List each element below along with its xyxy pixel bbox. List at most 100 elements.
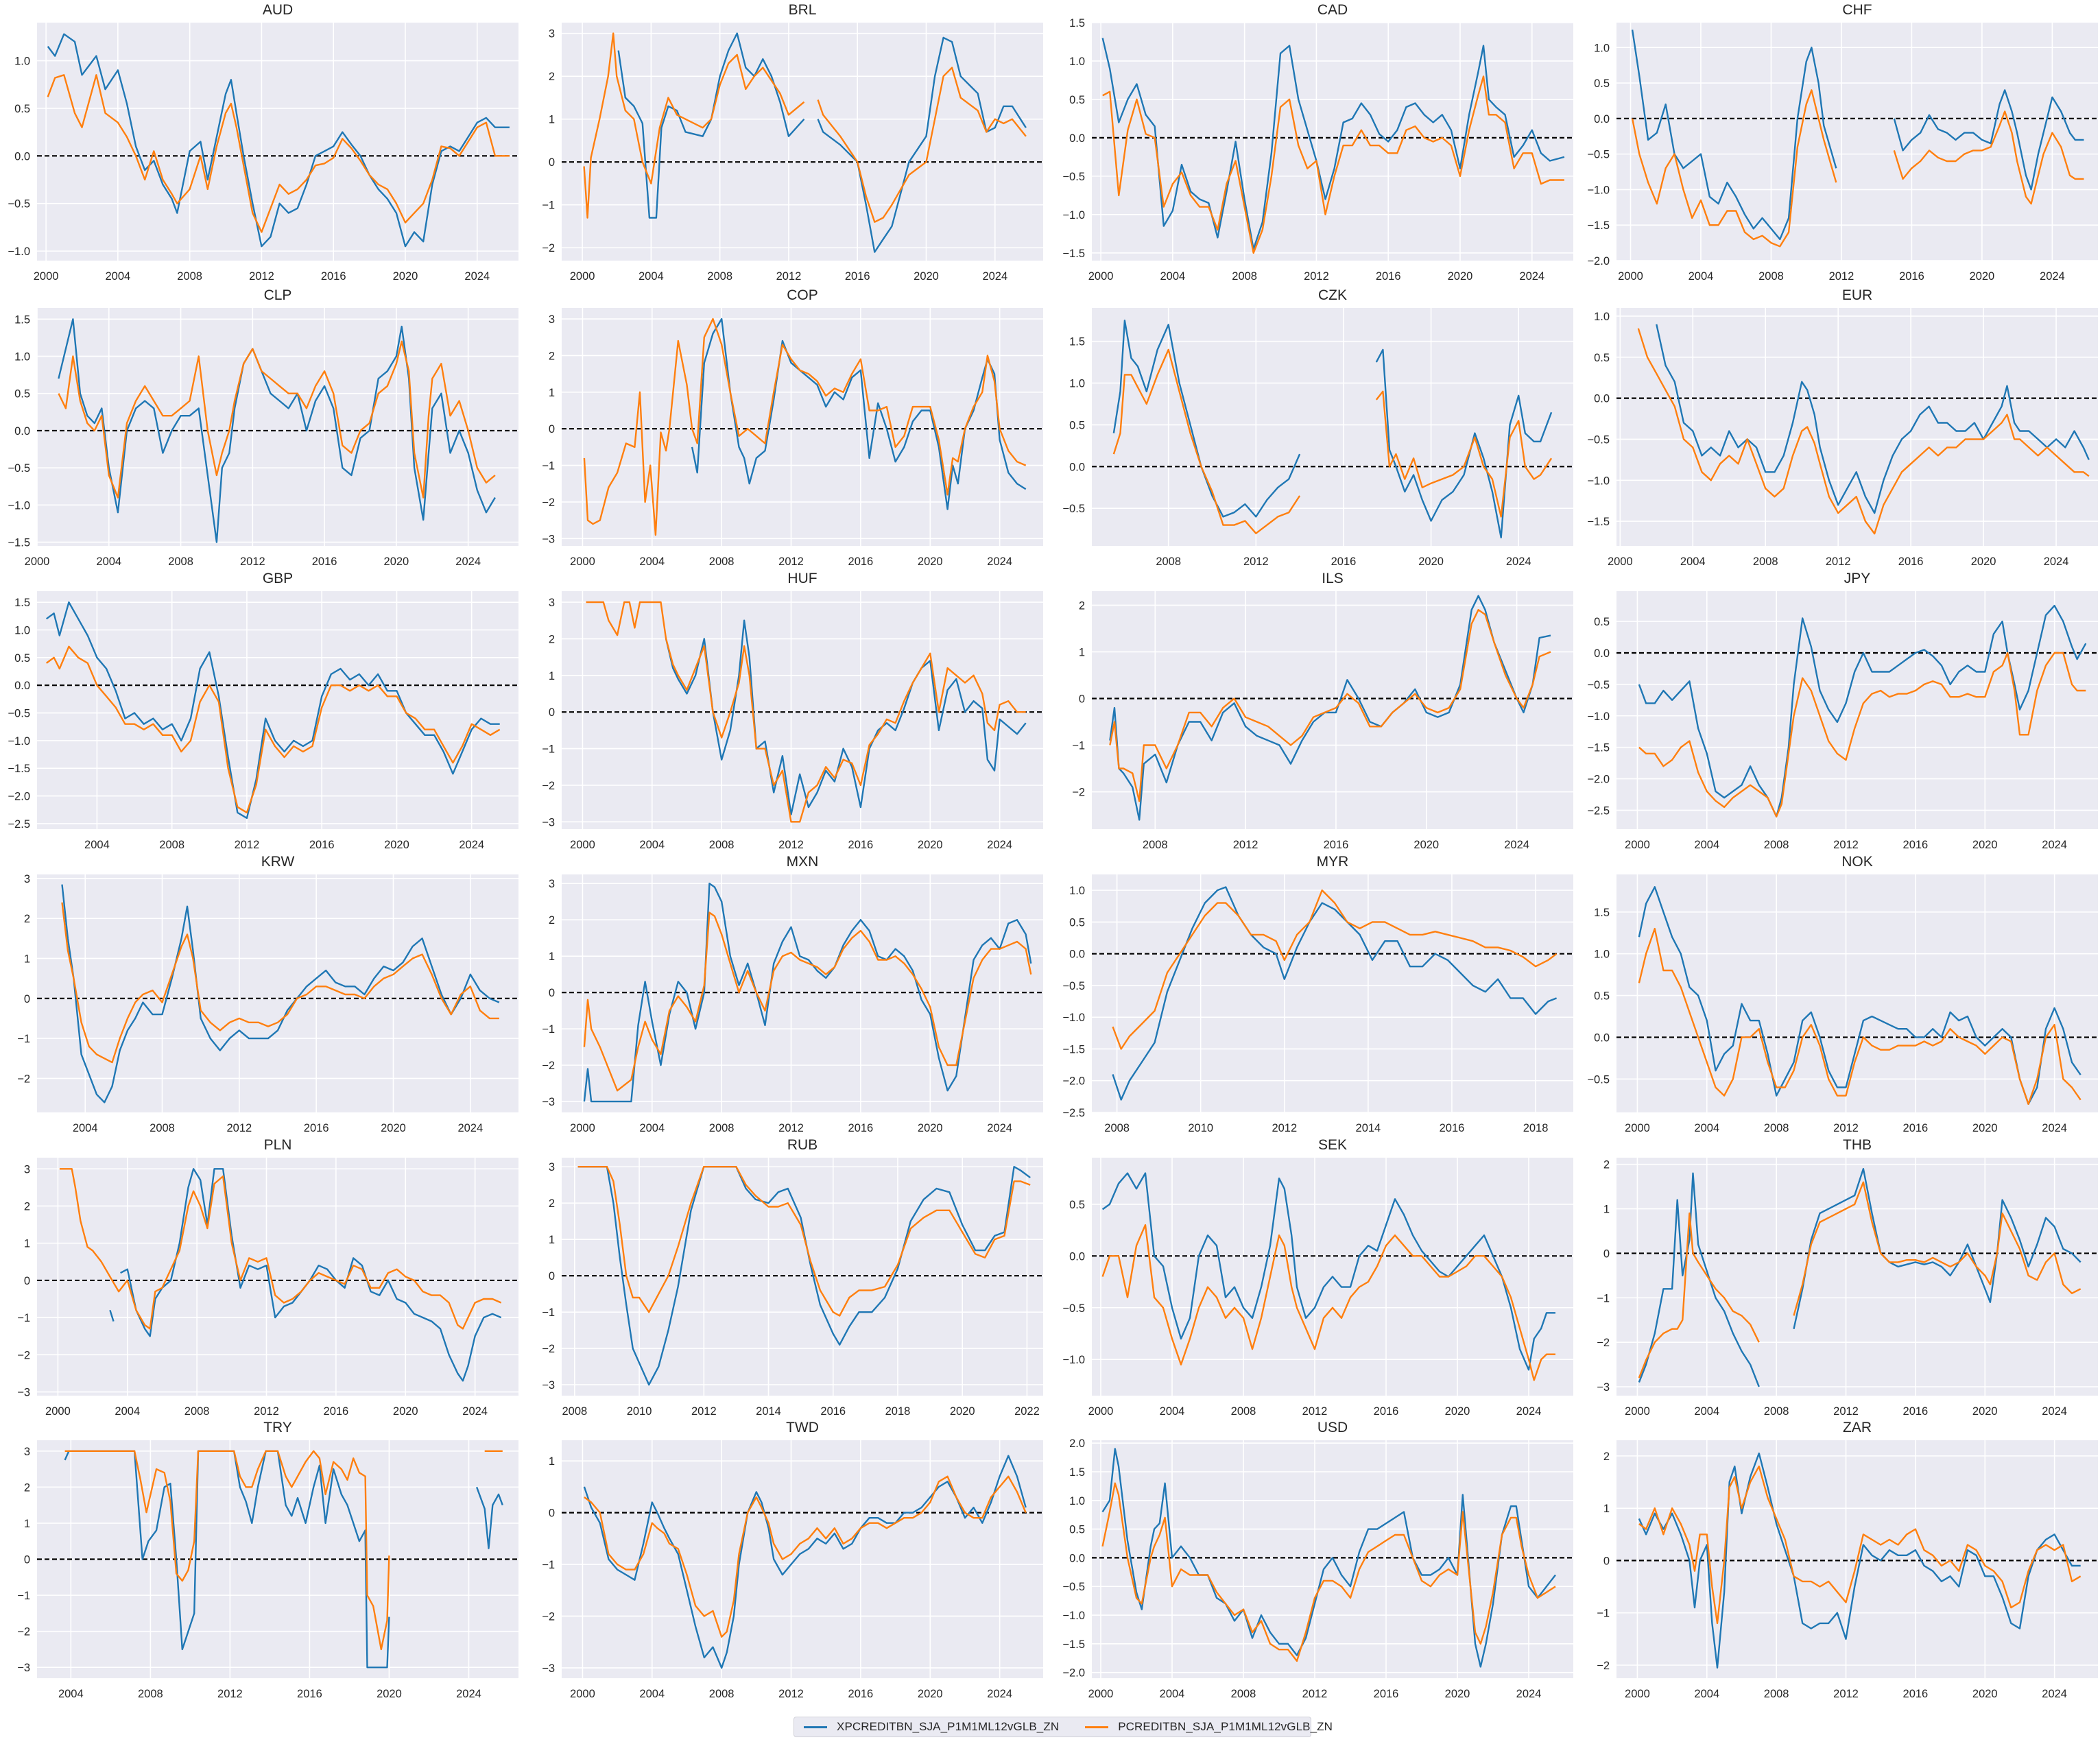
svg-text:2020: 2020 bbox=[1972, 1688, 1998, 1700]
line-chart: 2008 2012 2016 2020 2024 −2 −1 0 1 2 ILS bbox=[1072, 571, 1573, 851]
svg-text:ILS: ILS bbox=[1322, 571, 1344, 586]
svg-text:2014: 2014 bbox=[1356, 1122, 1381, 1134]
svg-text:0.5: 0.5 bbox=[1069, 1199, 1085, 1211]
svg-text:2: 2 bbox=[1603, 1451, 1610, 1463]
svg-text:2012: 2012 bbox=[1833, 1405, 1859, 1418]
svg-text:1.0: 1.0 bbox=[14, 624, 30, 636]
svg-text:2.0: 2.0 bbox=[1069, 1437, 1085, 1450]
series-line-pcredit bbox=[1101, 1482, 1556, 1662]
svg-text:2008: 2008 bbox=[1764, 1405, 1789, 1418]
svg-text:RUB: RUB bbox=[787, 1137, 818, 1153]
svg-text:−2: −2 bbox=[542, 1610, 555, 1623]
svg-text:−2: −2 bbox=[542, 1343, 555, 1355]
svg-text:2004: 2004 bbox=[73, 1122, 98, 1134]
svg-text:1: 1 bbox=[549, 387, 555, 399]
panel-nok: 2000 2004 2008 2012 2016 2020 2024 −0.5 0.0 0.5 1.… bbox=[1575, 850, 2100, 1143]
svg-text:−1: −1 bbox=[542, 743, 555, 756]
svg-text:2020: 2020 bbox=[1448, 270, 1473, 283]
svg-text:2000: 2000 bbox=[1625, 1122, 1650, 1134]
svg-text:2004: 2004 bbox=[1160, 1688, 1185, 1700]
svg-text:0: 0 bbox=[549, 706, 555, 719]
svg-text:2020: 2020 bbox=[914, 270, 939, 283]
legend-item-pcredit: PCREDITBN_SJA_P1M1ML12vGLB_ZN bbox=[1085, 1720, 1333, 1734]
svg-text:3: 3 bbox=[549, 597, 555, 609]
svg-text:AUD: AUD bbox=[263, 2, 293, 18]
svg-text:2016: 2016 bbox=[1903, 1405, 1929, 1418]
panel-jpy: 2000 2004 2008 2012 2016 2020 2024 −2.5 −2.0 −1.5… bbox=[1575, 566, 2100, 859]
svg-text:−0.5: −0.5 bbox=[8, 462, 30, 475]
svg-text:−1: −1 bbox=[542, 200, 555, 212]
svg-text:−3: −3 bbox=[542, 816, 555, 828]
svg-text:−3: −3 bbox=[17, 1387, 30, 1399]
svg-text:−3: −3 bbox=[542, 1096, 555, 1108]
line-chart: 2000 2004 2008 2012 2016 2020 2024 −0.5 0.0 0.5 1.… bbox=[1587, 854, 2098, 1134]
svg-text:2012: 2012 bbox=[1833, 839, 1859, 851]
svg-text:1.5: 1.5 bbox=[14, 597, 30, 609]
svg-text:−2: −2 bbox=[542, 242, 555, 254]
panel-pln: 2000 2004 2008 2012 2016 2020 2024 −3 −2 −1 0 1 2 3 PL… bbox=[0, 1133, 525, 1426]
svg-text:0: 0 bbox=[1079, 693, 1085, 705]
svg-text:−3: −3 bbox=[1597, 1381, 1610, 1394]
panel-rub: 2008 2010 2012 2014 2016 2018 2020 2022 −3 −2 −1 0 1… bbox=[521, 1133, 1050, 1426]
svg-text:2012: 2012 bbox=[1233, 839, 1258, 851]
svg-text:2016: 2016 bbox=[848, 1688, 874, 1700]
svg-text:2004: 2004 bbox=[639, 1688, 665, 1700]
svg-text:PLN: PLN bbox=[264, 1137, 292, 1153]
svg-text:0.0: 0.0 bbox=[14, 425, 30, 438]
svg-text:2012: 2012 bbox=[776, 270, 802, 283]
series-line-xpcredit bbox=[1638, 1168, 2081, 1387]
svg-text:2016: 2016 bbox=[309, 839, 335, 851]
svg-text:2: 2 bbox=[24, 1481, 30, 1494]
svg-text:1.5: 1.5 bbox=[1594, 907, 1610, 919]
svg-text:−2: −2 bbox=[542, 780, 555, 792]
svg-text:2004: 2004 bbox=[639, 1122, 665, 1134]
series-line-xpcredit bbox=[1112, 320, 1553, 538]
svg-text:2004: 2004 bbox=[1694, 1688, 1719, 1700]
panel-twd: 2000 2004 2008 2012 2016 2020 2024 −3 −2 −1 0 1 TWD bbox=[521, 1416, 1050, 1708]
line-chart: 2000 2004 2008 2012 2016 2020 2024 −1.5 −1.0 −0.5… bbox=[8, 287, 518, 568]
series-line-pcredit bbox=[583, 318, 1027, 536]
svg-text:2024: 2024 bbox=[987, 1122, 1012, 1134]
svg-text:2004: 2004 bbox=[115, 1405, 140, 1418]
series-line-pcredit bbox=[1101, 1224, 1555, 1381]
svg-text:2024: 2024 bbox=[1516, 1405, 1542, 1418]
svg-text:0: 0 bbox=[24, 1554, 30, 1566]
svg-text:0: 0 bbox=[24, 1275, 30, 1287]
svg-text:−1.5: −1.5 bbox=[8, 537, 30, 549]
svg-text:2008: 2008 bbox=[138, 1688, 163, 1700]
svg-text:0.5: 0.5 bbox=[1594, 990, 1610, 1003]
svg-text:−2.5: −2.5 bbox=[8, 818, 30, 831]
panel-thb: 2000 2004 2008 2012 2016 2020 2024 −3 −2 −1 0 1 2 THB bbox=[1575, 1133, 2100, 1426]
svg-text:0: 0 bbox=[1603, 1555, 1610, 1567]
svg-text:2024: 2024 bbox=[987, 839, 1012, 851]
svg-text:2016: 2016 bbox=[1374, 1405, 1399, 1418]
svg-text:2008: 2008 bbox=[1764, 1122, 1789, 1134]
svg-text:2020: 2020 bbox=[393, 270, 418, 283]
svg-text:−1: −1 bbox=[542, 1023, 555, 1036]
svg-text:2020: 2020 bbox=[1972, 839, 1998, 851]
svg-text:1.0: 1.0 bbox=[1069, 378, 1085, 390]
series-line-xpcredit bbox=[64, 1450, 503, 1669]
panel-aud: 2000 2004 2008 2012 2016 2020 2024 −1.0 −0.5 0.0 0… bbox=[0, 0, 525, 291]
svg-text:1: 1 bbox=[1603, 1503, 1610, 1515]
svg-text:1.5: 1.5 bbox=[1069, 1466, 1085, 1479]
line-chart: 2000 2004 2008 2012 2016 2020 2024 −2.0 −1.5 −1.0… bbox=[1587, 2, 2098, 283]
svg-text:JPY: JPY bbox=[1844, 571, 1871, 586]
svg-text:0.0: 0.0 bbox=[14, 150, 30, 163]
svg-text:2024: 2024 bbox=[1516, 1688, 1542, 1700]
svg-text:2008: 2008 bbox=[177, 270, 202, 283]
svg-text:MXN: MXN bbox=[787, 854, 819, 870]
svg-text:−1.0: −1.0 bbox=[8, 499, 30, 512]
svg-text:2000: 2000 bbox=[1625, 839, 1650, 851]
svg-text:2004: 2004 bbox=[58, 1688, 84, 1700]
svg-text:2020: 2020 bbox=[393, 1405, 418, 1418]
panel-brl: 2000 2004 2008 2012 2016 2020 2024 −2 −1 0 1 2 3 BRL bbox=[521, 0, 1050, 291]
svg-text:3: 3 bbox=[549, 1161, 555, 1173]
svg-text:0.5: 0.5 bbox=[1594, 616, 1610, 628]
svg-text:1.5: 1.5 bbox=[14, 313, 30, 326]
svg-text:2016: 2016 bbox=[1331, 556, 1357, 568]
svg-text:−2.5: −2.5 bbox=[1587, 804, 1610, 817]
svg-text:2012: 2012 bbox=[778, 1688, 804, 1700]
svg-text:−1: −1 bbox=[542, 460, 555, 473]
svg-text:2004: 2004 bbox=[1160, 270, 1186, 283]
